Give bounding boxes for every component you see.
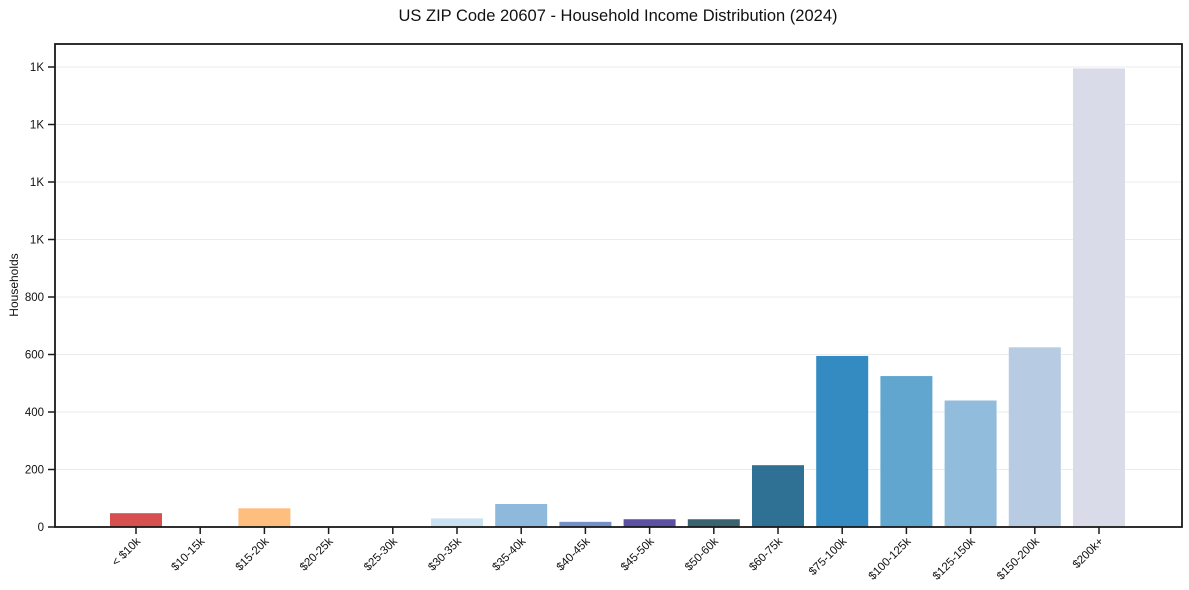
bar	[944, 400, 997, 527]
bar	[238, 508, 291, 527]
x-tick-label: $20-25k	[298, 535, 336, 573]
x-tick-label: $125-150k	[931, 535, 978, 582]
y-tick-label: 200	[25, 465, 44, 477]
y-tick-label: 1K	[30, 120, 44, 132]
bar	[559, 521, 612, 527]
chart-title: US ZIP Code 20607 - Household Income Dis…	[398, 7, 838, 25]
y-axis-label: Households	[7, 253, 21, 317]
x-tick-label: $50-60k	[683, 535, 721, 573]
x-tick-label: $10-15k	[169, 535, 207, 573]
bar	[687, 519, 740, 527]
bar	[495, 504, 548, 527]
x-tick-label: < $10k	[110, 535, 143, 568]
x-tick-label: $25-30k	[362, 535, 400, 573]
y-tick-label: 1K	[30, 235, 44, 247]
x-tick-label: $15-20k	[234, 535, 272, 573]
bar	[110, 513, 162, 527]
bar	[1008, 347, 1061, 527]
y-tick-label: 0	[38, 522, 44, 534]
bar	[816, 355, 869, 527]
x-tick-label: $30-35k	[426, 535, 464, 573]
y-tick-label: 1K	[30, 62, 44, 74]
y-tick-label: 600	[25, 350, 44, 362]
y-tick-label: 400	[25, 407, 44, 419]
bar	[623, 519, 676, 527]
bar	[431, 518, 483, 527]
y-tick-label: 800	[25, 292, 44, 304]
x-tick-label: $200k+	[1071, 535, 1107, 571]
bar	[880, 376, 933, 527]
x-tick-label: $75-100k	[807, 535, 850, 578]
bar	[752, 465, 804, 527]
x-tick-label: $150-200k	[995, 535, 1042, 582]
bar	[1073, 68, 1125, 527]
plot-frame	[54, 43, 1183, 528]
x-tick-label: $45-50k	[619, 535, 657, 573]
x-tick-label: $40-45k	[555, 535, 593, 573]
x-tick-label: $35-40k	[490, 535, 528, 573]
x-tick-label: $100-125k	[867, 535, 914, 582]
y-tick-label: 1K	[30, 177, 44, 189]
x-tick-label: $60-75k	[747, 535, 785, 573]
